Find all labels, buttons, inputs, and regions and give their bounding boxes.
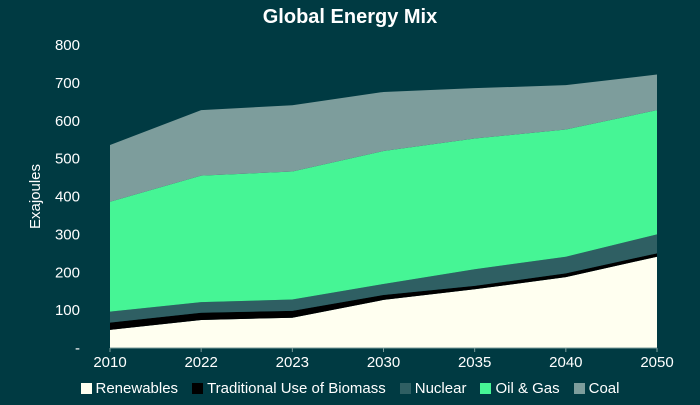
y-tick-label: 700 (55, 75, 80, 92)
y-tick-label: - (75, 340, 80, 357)
legend-item: Oil & Gas (480, 380, 560, 397)
legend-swatch (80, 383, 92, 394)
legend-swatch (480, 383, 492, 394)
area-renewables (110, 256, 657, 348)
legend-label: Renewables (95, 380, 179, 397)
y-tick-label: 500 (55, 151, 80, 168)
y-tick-label: 100 (55, 302, 80, 319)
legend-label: Traditional Use of Biomass (207, 380, 386, 397)
legend-swatch (192, 383, 204, 394)
legend: Renewables Traditional Use of Biomass Nucl… (0, 380, 700, 397)
legend-swatch (573, 383, 585, 394)
legend-item: Nuclear (399, 380, 467, 397)
legend-label: Oil & Gas (495, 380, 560, 397)
y-tick-label: 200 (55, 264, 80, 281)
y-axis-label: Exajoules (27, 164, 44, 229)
x-tick-label: 2035 (458, 354, 491, 371)
chart-title: Global Energy Mix (262, 6, 438, 28)
legend-label: Nuclear (414, 380, 467, 397)
legend-label: Coal (588, 380, 620, 397)
y-tick-label: 600 (55, 113, 80, 130)
x-tick-label: 2030 (367, 354, 400, 371)
x-tick-label: 2010 (93, 354, 126, 371)
legend-swatch (399, 383, 411, 394)
legend-item: Traditional Use of Biomass (192, 380, 386, 397)
x-tick-label: 2023 (276, 354, 309, 371)
legend-item: Coal (573, 380, 620, 397)
area-coal (110, 74, 657, 202)
x-tick-label: 2050 (640, 354, 673, 371)
y-tick-label: 400 (55, 189, 80, 206)
area-oil-gas (110, 110, 657, 312)
x-tick-label: 2040 (549, 354, 582, 371)
legend-item: Renewables (80, 380, 179, 397)
area-nuclear (110, 234, 657, 323)
y-tick-label: 300 (55, 226, 80, 243)
y-tick-label: 800 (55, 37, 80, 54)
x-tick-label: 2022 (184, 354, 217, 371)
area-traditional-use-of-biomass (110, 253, 657, 330)
